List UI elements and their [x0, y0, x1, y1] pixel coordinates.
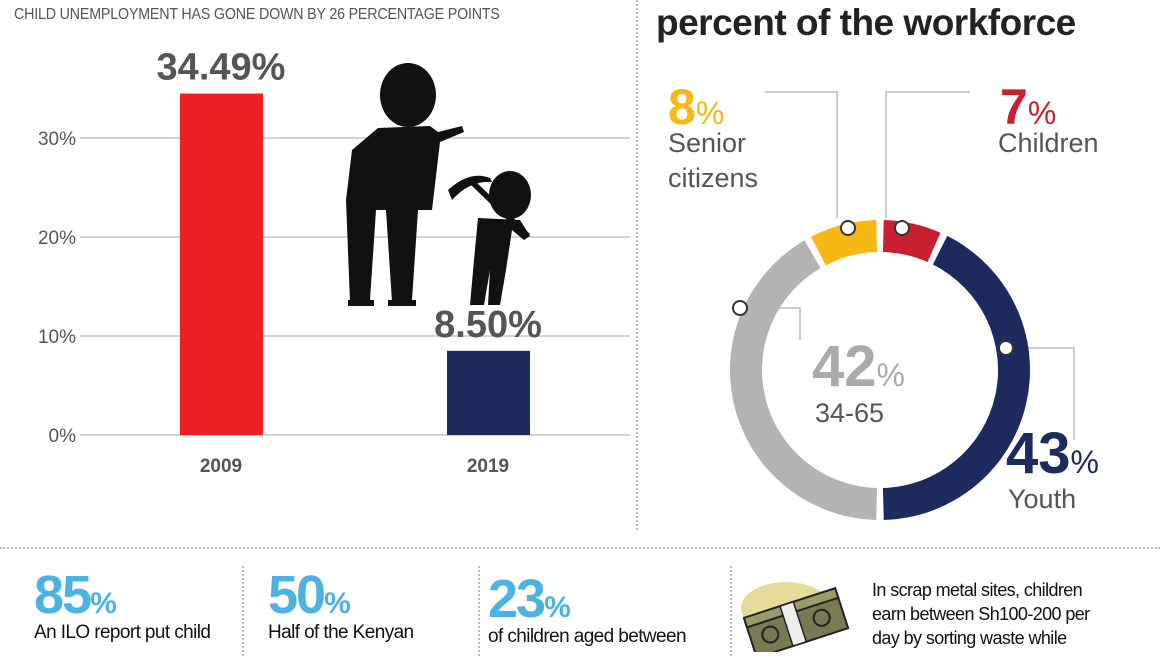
panel-divider [636, 0, 638, 530]
x-category-label: 2009 [200, 456, 242, 477]
marker-dot [894, 220, 910, 236]
stat-divider [242, 566, 244, 656]
section-divider [0, 547, 1160, 549]
leader-line-children [885, 91, 970, 218]
leader-line-senior [765, 91, 838, 218]
y-tick-label: 30% [38, 129, 76, 150]
bar-data-label: 34.49% [157, 47, 286, 89]
bar-chart-subtitle: CHILD UNEMPLOYMENT HAS GONE DOWN BY 26 P… [14, 6, 500, 23]
donut-title: percent of the workforce [656, 2, 1076, 43]
youth-percent: 43% [1006, 421, 1099, 486]
y-tick-label: 0% [49, 426, 77, 447]
donut-slice-34-65 [730, 240, 878, 520]
senior-percent: 8% [668, 79, 725, 135]
marker-dot [998, 340, 1014, 356]
donut-chart [730, 91, 1075, 520]
bar-2009 [180, 93, 263, 435]
stat-divider [730, 566, 732, 656]
stat-50: 50% Half of the Kenyan [268, 565, 414, 643]
y-tick-label: 10% [38, 327, 76, 348]
adult-silhouette-icon [346, 63, 464, 306]
stat-85: 85% An ILO report put child [34, 565, 211, 643]
senior-label: Senior citizens [668, 128, 759, 194]
leader-line-youth [1006, 347, 1075, 440]
stat-23: 23% of children aged between [488, 569, 687, 647]
youth-label: Youth [1008, 484, 1077, 514]
children-percent: 7% [1000, 79, 1057, 135]
bar-data-label: 8.50% [434, 304, 542, 346]
child-silhouette-icon [448, 171, 531, 305]
marker-dot [840, 220, 856, 236]
adults-label: 34-65 [815, 398, 885, 428]
donut-slice-senior-citizens [811, 220, 878, 266]
stat-divider [478, 566, 480, 656]
money-stack-icon [741, 582, 850, 652]
adults-percent: 42% [812, 334, 905, 399]
x-category-label: 2019 [467, 456, 509, 477]
children-label: Children [998, 128, 1099, 158]
bar-2019 [447, 350, 530, 435]
donut-slice-children [882, 220, 941, 263]
bar-chart: 0% 10% 20% 30% 34.49% 2009 8.50% 2019 [38, 47, 630, 477]
money-text: In scrap metal sites, children earn betw… [872, 580, 1090, 648]
marker-dot [732, 300, 748, 316]
donut-slice-youth [882, 235, 1030, 520]
y-tick-label: 20% [38, 228, 76, 249]
